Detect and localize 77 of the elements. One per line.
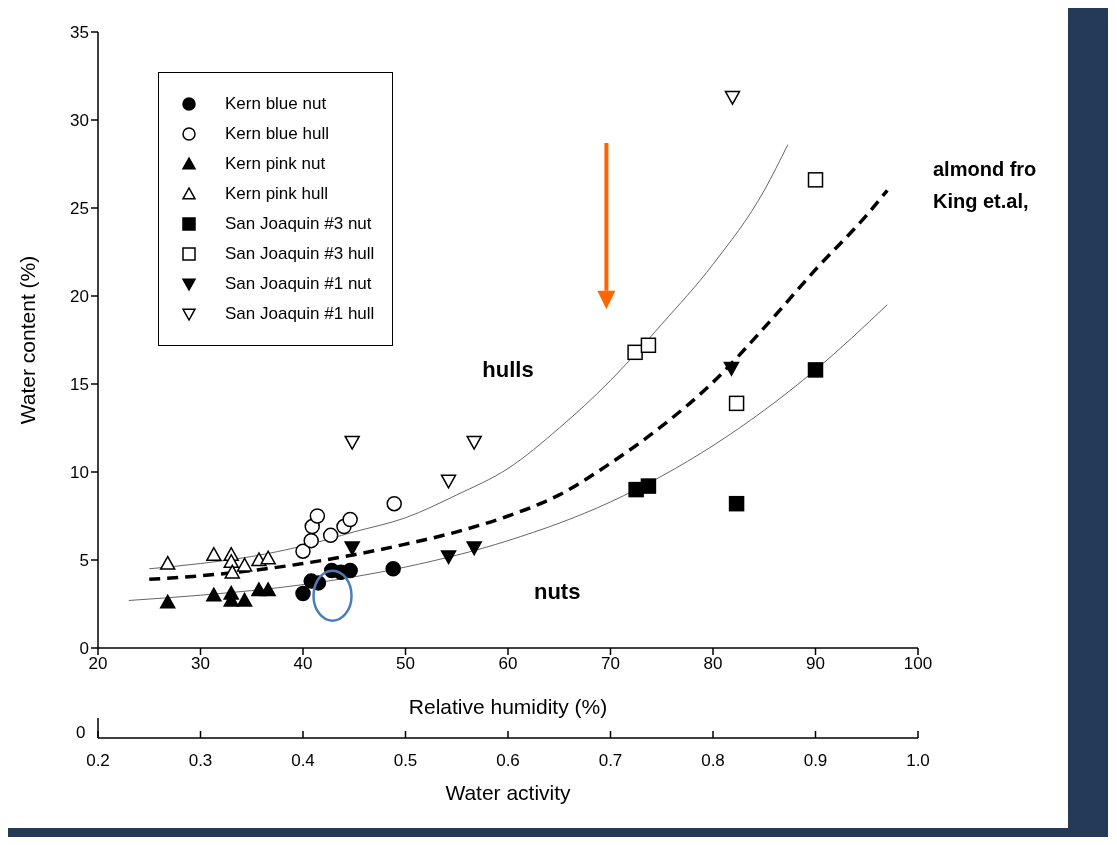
point bbox=[344, 541, 360, 556]
point bbox=[440, 474, 457, 489]
x-tick-label: 30 bbox=[191, 654, 210, 674]
x2-tick-label: 0.7 bbox=[598, 751, 623, 770]
point bbox=[385, 561, 401, 577]
point bbox=[309, 508, 326, 524]
x2-tick-label: 0.5 bbox=[393, 751, 418, 770]
text: King et.al, bbox=[933, 190, 1029, 212]
point bbox=[295, 543, 311, 559]
y-tick-label: 5 bbox=[79, 551, 89, 571]
point bbox=[386, 495, 402, 512]
point bbox=[206, 587, 222, 602]
point bbox=[344, 435, 360, 450]
point bbox=[342, 562, 358, 579]
y-tick-label: 10 bbox=[70, 463, 89, 483]
line-series bbox=[147, 188, 889, 582]
x-tick-label: 90 bbox=[806, 654, 825, 674]
point bbox=[640, 337, 657, 354]
point bbox=[159, 594, 176, 609]
legend-label: Kern pink nut bbox=[225, 154, 326, 174]
point bbox=[807, 362, 824, 378]
point bbox=[627, 344, 643, 361]
y-tick-label: 20 bbox=[70, 287, 89, 307]
legend-label: San Joaquin #1 hull bbox=[225, 304, 375, 324]
x-tick-label: 40 bbox=[293, 654, 313, 674]
x2-tick-label: 0.3 bbox=[188, 751, 213, 770]
point bbox=[440, 550, 457, 565]
point bbox=[224, 564, 241, 579]
point bbox=[724, 90, 741, 105]
point bbox=[206, 546, 222, 562]
legend-label: San Joaquin #3 hull bbox=[225, 244, 375, 264]
y-tick-label: 30 bbox=[70, 111, 89, 131]
text: almond fro bbox=[933, 158, 1037, 180]
x-tick-label: 60 bbox=[498, 654, 518, 674]
x-tick-label: 70 bbox=[601, 654, 620, 674]
legend-label: Kern blue nut bbox=[225, 94, 327, 114]
legend-label: Kern blue hull bbox=[225, 124, 329, 144]
point bbox=[807, 172, 824, 188]
point bbox=[466, 541, 482, 556]
line-series bbox=[148, 144, 789, 570]
x-tick-label: 100 bbox=[903, 654, 933, 674]
line-series bbox=[128, 304, 888, 601]
point bbox=[260, 550, 276, 565]
x-tick-label: 50 bbox=[396, 654, 415, 674]
x2-axis-title: Water activity bbox=[445, 781, 572, 804]
x2-tick-label: 0.6 bbox=[496, 751, 520, 770]
point bbox=[466, 435, 482, 450]
point bbox=[728, 495, 745, 512]
legend-label: Kern pink hull bbox=[225, 184, 329, 204]
annotation: nuts bbox=[533, 578, 581, 604]
point bbox=[295, 585, 311, 602]
x-axis-title: Relative humidity (%) bbox=[408, 695, 608, 718]
x2-tick-label: 0.2 bbox=[86, 751, 110, 770]
legend-label: San Joaquin #3 nut bbox=[225, 214, 372, 234]
point bbox=[728, 395, 745, 412]
legend-label: San Joaquin #1 nut bbox=[225, 274, 372, 294]
y-tick-label: 15 bbox=[70, 375, 89, 395]
point bbox=[223, 554, 239, 569]
y-tick-label: 25 bbox=[70, 199, 89, 219]
point bbox=[723, 361, 740, 376]
x2-tick-label: 0.8 bbox=[701, 751, 725, 770]
point bbox=[640, 478, 657, 494]
point bbox=[260, 582, 276, 597]
point bbox=[342, 511, 358, 528]
x2-tick-label: 1.0 bbox=[906, 751, 930, 770]
y-axis-title: Water content (%) bbox=[16, 255, 40, 425]
x2-tick-label: 0.4 bbox=[291, 751, 315, 770]
x-tick-label: 80 bbox=[703, 654, 723, 674]
point bbox=[236, 592, 253, 607]
point bbox=[159, 555, 176, 570]
point bbox=[236, 557, 253, 572]
annotation: hulls bbox=[482, 356, 534, 382]
point bbox=[303, 532, 319, 549]
y-tick-label: 35 bbox=[70, 23, 89, 43]
y-tick-label: 0 bbox=[79, 639, 89, 659]
x2-tick-label: 0.9 bbox=[803, 751, 828, 770]
point bbox=[322, 527, 339, 544]
